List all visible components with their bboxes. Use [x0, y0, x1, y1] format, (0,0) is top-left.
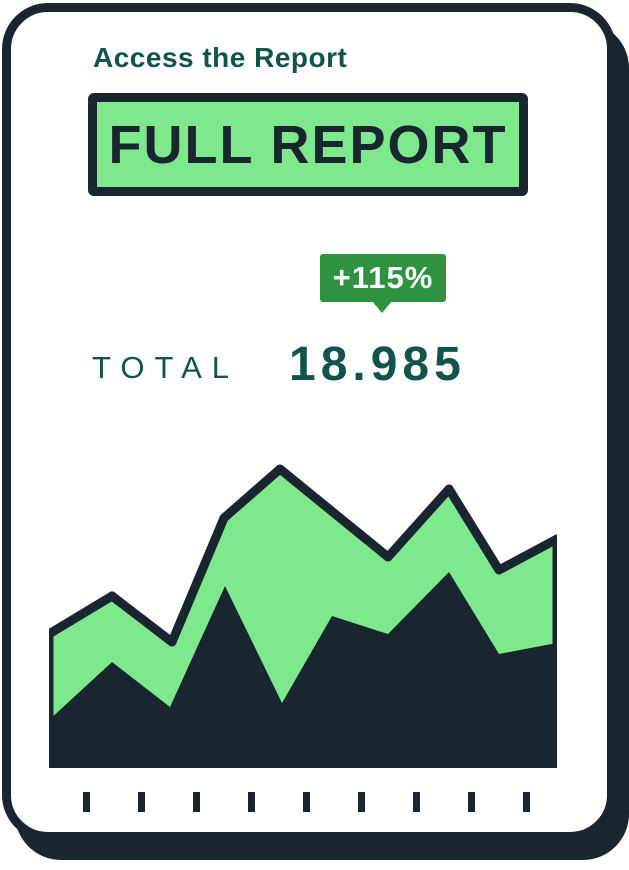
- growth-badge-pointer: [372, 301, 392, 313]
- dark-overlay-area: [49, 572, 557, 768]
- axis-tick: [192, 792, 200, 812]
- full-report-button-label: FULL REPORT: [108, 114, 508, 175]
- full-report-button[interactable]: FULL REPORT: [88, 93, 528, 196]
- axis-tick: [467, 792, 475, 812]
- axis-tick: [137, 792, 145, 812]
- axis-tick: [82, 792, 90, 812]
- growth-badge-label: +115%: [332, 260, 434, 295]
- axis-tick: [247, 792, 255, 812]
- axis-tick: [357, 792, 365, 812]
- card-heading: Access the Report: [93, 42, 348, 73]
- growth-badge: +115%: [320, 254, 446, 302]
- total-label: TOTAL: [92, 350, 240, 385]
- total-value: 18.985: [289, 338, 466, 391]
- area-chart-svg: [49, 464, 557, 768]
- axis-tick: [412, 792, 420, 812]
- area-chart: [49, 460, 557, 768]
- axis-tick: [302, 792, 310, 812]
- x-axis-ticks: [0, 792, 629, 812]
- axis-tick: [522, 792, 530, 812]
